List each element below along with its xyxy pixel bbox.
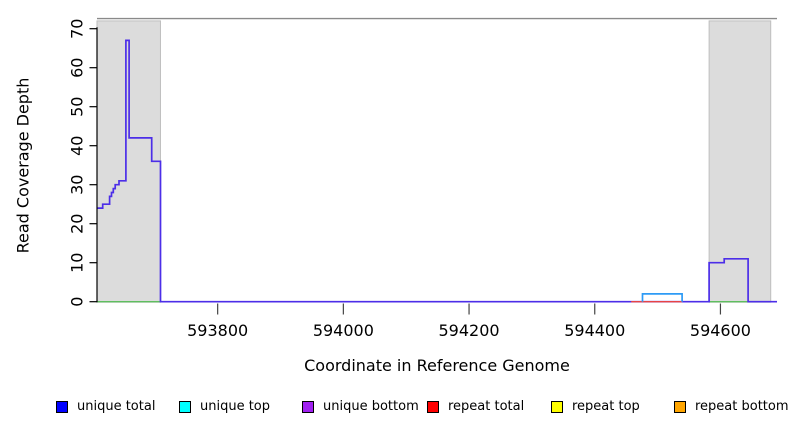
legend-item-unique-total: unique total bbox=[56, 399, 155, 414]
legend-label: unique bottom bbox=[323, 399, 419, 414]
y-tick-label: 10 bbox=[68, 253, 87, 273]
legend-swatch-icon bbox=[427, 400, 439, 413]
legend: unique total unique top unique bottom repea… bbox=[0, 399, 792, 419]
legend-swatch-icon bbox=[551, 400, 563, 413]
x-tick-label: 594200 bbox=[439, 321, 500, 340]
legend-item-repeat-top: repeat top bbox=[551, 399, 640, 414]
y-tick-label: 40 bbox=[68, 136, 87, 156]
y-tick-label: 60 bbox=[68, 58, 87, 78]
y-tick-label: 0 bbox=[68, 297, 87, 307]
legend-swatch-icon bbox=[56, 400, 68, 413]
masked-region bbox=[708, 20, 772, 303]
series-unique-top bbox=[641, 293, 683, 302]
legend-swatch-icon bbox=[674, 400, 686, 413]
series-unique-total-and-bottom bbox=[97, 39, 777, 303]
x-tick-label: 594400 bbox=[564, 321, 625, 340]
x-tick-label: 594600 bbox=[690, 321, 751, 340]
x-tick-label: 594000 bbox=[313, 321, 374, 340]
legend-label: unique top bbox=[200, 399, 271, 414]
y-axis-title-wrap: Read Coverage Depth bbox=[6, 0, 40, 330]
y-tick-label: 30 bbox=[68, 175, 87, 195]
legend-swatch-icon bbox=[302, 400, 314, 413]
legend-item-unique-top: unique top bbox=[179, 399, 270, 414]
legend-swatch-icon bbox=[179, 400, 191, 413]
y-axis-title: Read Coverage Depth bbox=[13, 77, 33, 253]
x-axis-title: Coordinate in Reference Genome bbox=[304, 356, 570, 375]
legend-item-unique-bottom: unique bottom bbox=[302, 399, 419, 414]
legend-label: unique total bbox=[77, 399, 156, 414]
legend-label: repeat bottom bbox=[695, 399, 789, 414]
y-tick-label: 70 bbox=[68, 19, 87, 39]
y-tick-label: 20 bbox=[68, 214, 87, 234]
legend-item-repeat-total: repeat total bbox=[427, 399, 524, 414]
y-tick-label: 50 bbox=[68, 97, 87, 117]
legend-label: repeat top bbox=[572, 399, 640, 414]
x-tick-label: 593800 bbox=[187, 321, 248, 340]
legend-label: repeat total bbox=[448, 399, 525, 414]
legend-item-repeat-bottom: repeat bottom bbox=[674, 399, 789, 414]
